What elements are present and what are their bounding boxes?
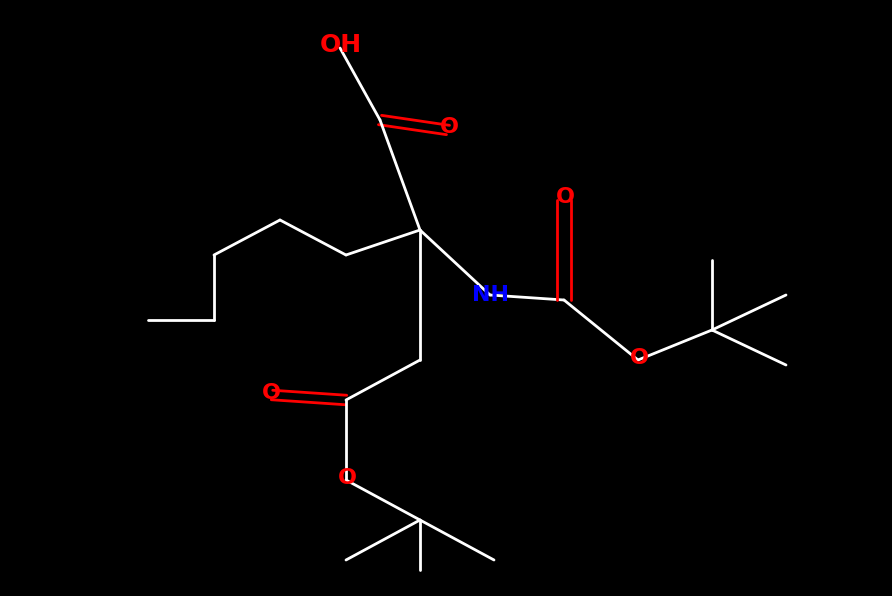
- Text: O: O: [261, 383, 281, 403]
- Text: O: O: [440, 117, 458, 137]
- Text: O: O: [630, 348, 648, 368]
- Text: O: O: [337, 468, 357, 488]
- Text: NH: NH: [473, 285, 509, 305]
- Text: OH: OH: [320, 33, 362, 57]
- Text: O: O: [556, 187, 574, 207]
